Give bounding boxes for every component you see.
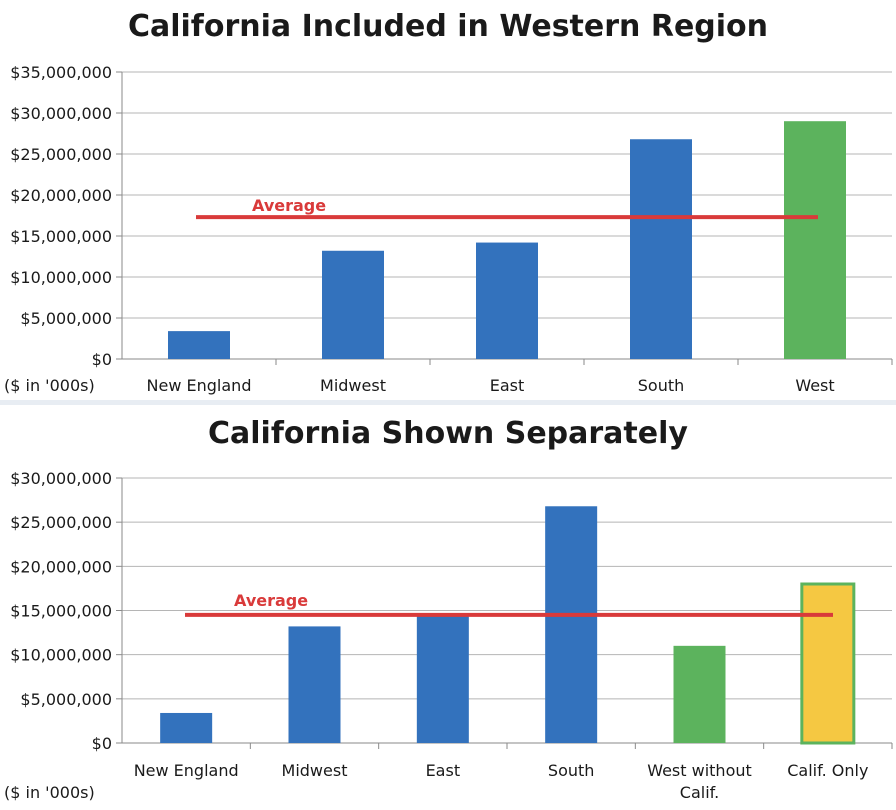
category-label: West without Calif. bbox=[647, 761, 752, 802]
category-label: Midwest bbox=[282, 761, 348, 780]
chart-title: California Included in Western Region bbox=[128, 9, 768, 44]
bar bbox=[630, 139, 692, 359]
y-tick-label: $30,000,000 bbox=[10, 104, 112, 123]
y-tick-label: $5,000,000 bbox=[20, 309, 112, 328]
y-tick-label: $25,000,000 bbox=[10, 145, 112, 164]
y-tick-label: $15,000,000 bbox=[10, 227, 112, 246]
y-tick-label: $20,000,000 bbox=[10, 186, 112, 205]
category-label: East bbox=[426, 761, 461, 780]
category-label: Calif. Only bbox=[787, 761, 868, 780]
category-label: New England bbox=[134, 761, 239, 780]
category-label: West bbox=[795, 376, 834, 395]
y-tick-label: $0 bbox=[92, 734, 112, 753]
panel-divider bbox=[0, 400, 896, 405]
bar bbox=[476, 242, 538, 359]
bar bbox=[160, 712, 213, 743]
category-label: East bbox=[490, 376, 525, 395]
bar bbox=[800, 582, 856, 745]
chart-panel-1: California Included in Western Region $0 $… bbox=[4, 9, 893, 395]
y-tick-label: $15,000,000 bbox=[10, 602, 112, 621]
y-tick-label: $25,000,000 bbox=[10, 513, 112, 532]
chart-panel-2: California Shown Separately $0 $5,000,000 $… bbox=[4, 416, 893, 802]
bar bbox=[784, 121, 846, 359]
average-label: Average bbox=[252, 196, 326, 215]
category-label: Midwest bbox=[320, 376, 386, 395]
y-tick-label: $0 bbox=[92, 350, 112, 369]
y-tick-label: $10,000,000 bbox=[10, 268, 112, 287]
y-tick-label: $35,000,000 bbox=[10, 63, 112, 82]
y-tick-label: $10,000,000 bbox=[10, 646, 112, 665]
category-label: New England bbox=[147, 376, 252, 395]
units-label: ($ in '000s) bbox=[4, 783, 95, 802]
category-label: South bbox=[548, 761, 595, 780]
bar bbox=[288, 626, 341, 743]
bar bbox=[673, 645, 726, 743]
bar bbox=[545, 506, 598, 743]
bar bbox=[416, 615, 469, 743]
chart-title: California Shown Separately bbox=[208, 416, 688, 451]
average-label: Average bbox=[234, 591, 308, 610]
y-tick-label: $5,000,000 bbox=[20, 690, 112, 709]
bar bbox=[168, 331, 230, 359]
category-label: South bbox=[638, 376, 685, 395]
y-tick-label: $30,000,000 bbox=[10, 469, 112, 488]
y-tick-label: $20,000,000 bbox=[10, 557, 112, 576]
bar bbox=[322, 250, 384, 359]
units-label: ($ in '000s) bbox=[4, 376, 95, 395]
